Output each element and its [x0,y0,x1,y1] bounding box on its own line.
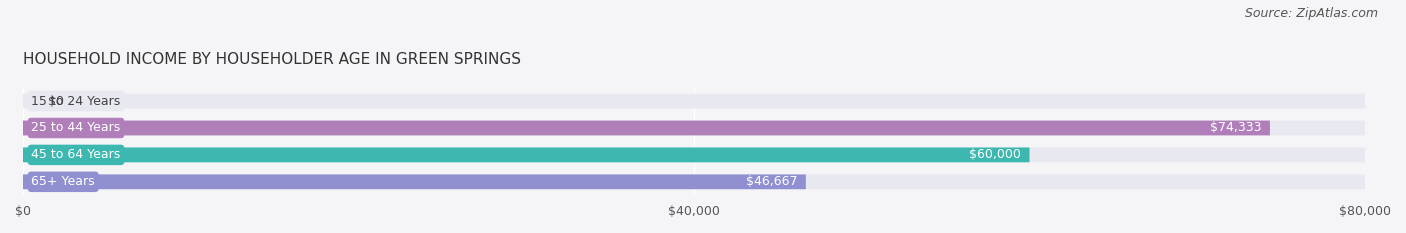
Text: Source: ZipAtlas.com: Source: ZipAtlas.com [1244,7,1378,20]
Text: 45 to 64 Years: 45 to 64 Years [31,148,121,161]
Text: 25 to 44 Years: 25 to 44 Years [31,121,121,134]
FancyBboxPatch shape [22,120,1270,135]
FancyBboxPatch shape [22,147,1365,162]
FancyBboxPatch shape [22,120,1365,135]
FancyBboxPatch shape [22,147,1029,162]
Text: $46,667: $46,667 [747,175,797,188]
FancyBboxPatch shape [22,175,1365,189]
Text: $0: $0 [48,95,65,108]
FancyBboxPatch shape [22,94,1365,109]
Text: HOUSEHOLD INCOME BY HOUSEHOLDER AGE IN GREEN SPRINGS: HOUSEHOLD INCOME BY HOUSEHOLDER AGE IN G… [22,51,522,67]
Text: $74,333: $74,333 [1211,121,1261,134]
FancyBboxPatch shape [22,175,806,189]
Text: 65+ Years: 65+ Years [31,175,96,188]
Text: $60,000: $60,000 [969,148,1021,161]
Text: 15 to 24 Years: 15 to 24 Years [31,95,121,108]
